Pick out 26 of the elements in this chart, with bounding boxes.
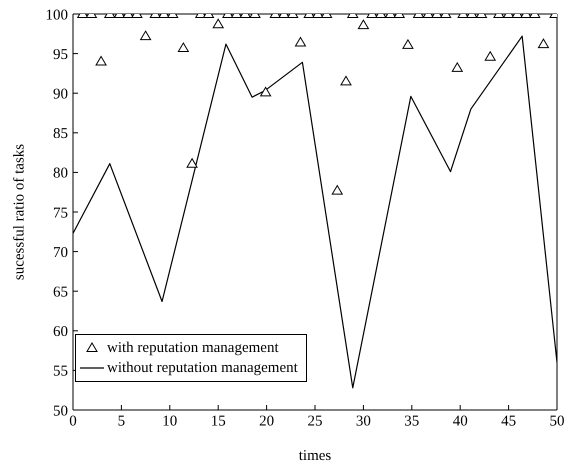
x-tick-label: 40 bbox=[452, 414, 468, 430]
y-tick-label: 90 bbox=[53, 86, 68, 103]
y-tick-label: 65 bbox=[53, 284, 68, 301]
y-tick-label: 70 bbox=[53, 244, 68, 261]
x-tick-label: 0 bbox=[69, 414, 77, 430]
x-tick-label: 15 bbox=[210, 414, 226, 430]
legend-label: without reputation management bbox=[107, 359, 298, 378]
y-tick-label: 85 bbox=[53, 126, 68, 142]
x-tick-label: 10 bbox=[162, 414, 178, 430]
y-tick-label: 80 bbox=[53, 166, 68, 182]
x-tick-label: 50 bbox=[550, 414, 564, 430]
x-tick-label: 25 bbox=[308, 414, 322, 430]
x-tick-label: 30 bbox=[356, 414, 371, 430]
y-tick-label: 75 bbox=[53, 205, 68, 222]
x-tick-label: 35 bbox=[404, 414, 420, 430]
y-tick-label: 95 bbox=[53, 46, 68, 63]
legend-label: with reputation management bbox=[107, 339, 279, 358]
y-tick-label: 60 bbox=[53, 324, 68, 340]
y-axis-title: sucessful ratio of tasks bbox=[11, 144, 28, 280]
y-tick-label: 50 bbox=[53, 403, 68, 420]
x-tick-label: 5 bbox=[118, 414, 126, 430]
x-tick-label: 20 bbox=[259, 414, 274, 430]
x-tick-label: 45 bbox=[501, 414, 516, 430]
y-tick-label: 55 bbox=[53, 364, 68, 380]
y-tick-label: 100 bbox=[46, 7, 68, 24]
x-axis-title: times bbox=[298, 448, 332, 464]
